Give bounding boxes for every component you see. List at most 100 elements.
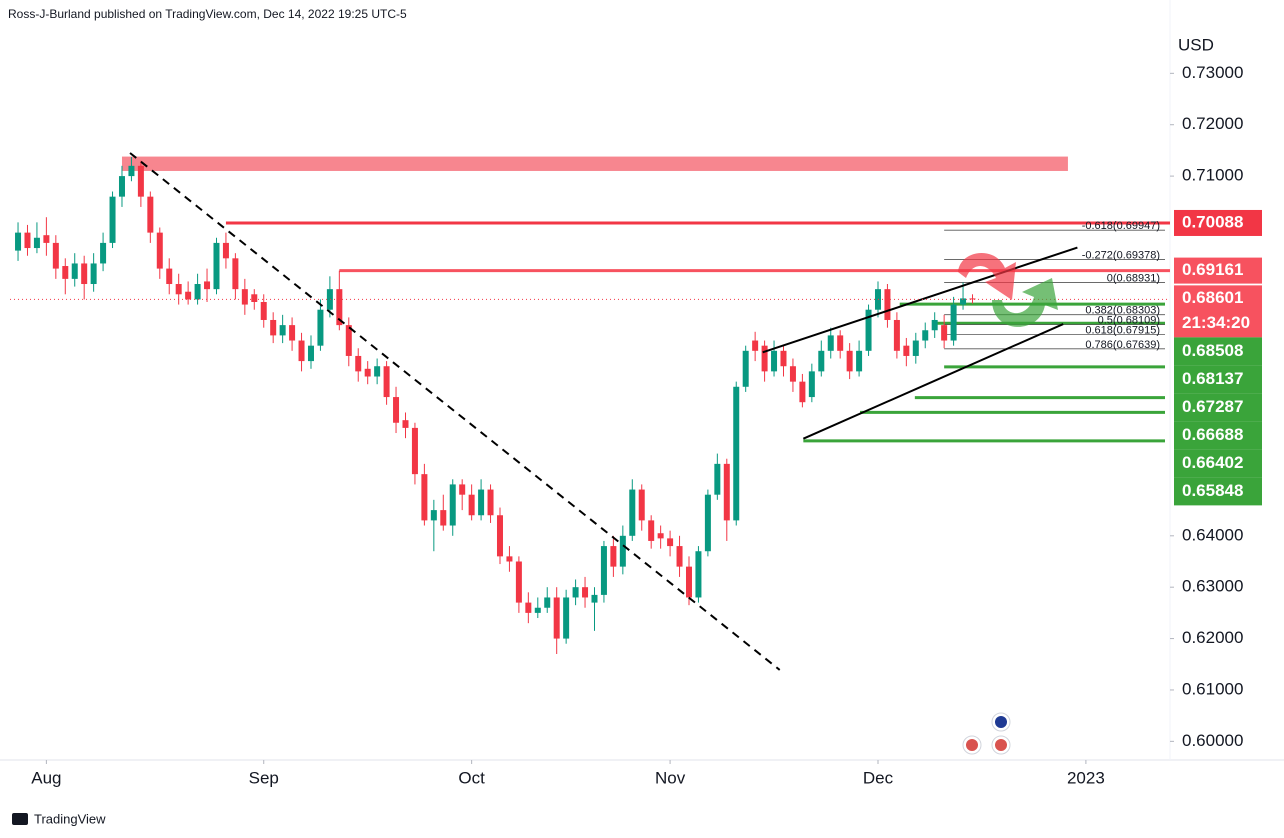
logo-icon xyxy=(12,813,28,825)
candle-body xyxy=(780,350,787,367)
trendline xyxy=(762,246,1078,354)
candle-body xyxy=(657,533,664,539)
y-tick-label: 0.72000 xyxy=(1182,114,1243,133)
last-price-label: 0.68601 xyxy=(1182,288,1243,307)
candle-body xyxy=(459,484,466,495)
support-price-label: 0.66402 xyxy=(1182,453,1243,472)
candle-body xyxy=(270,319,277,336)
candle-body xyxy=(563,597,570,639)
candle-body xyxy=(364,368,371,377)
candle-body xyxy=(742,350,749,387)
y-tick-label: 0.62000 xyxy=(1182,628,1243,647)
support-price-box xyxy=(1174,477,1262,506)
candle-body xyxy=(421,474,428,521)
x-tick-label: Oct xyxy=(458,768,485,787)
candle-body xyxy=(336,289,343,326)
candle-body xyxy=(733,386,740,521)
candle-body xyxy=(534,607,541,613)
candle-body xyxy=(553,597,560,639)
candle-body xyxy=(24,232,31,249)
candle-body xyxy=(789,366,796,382)
candle-body xyxy=(71,263,78,279)
candle-body xyxy=(326,289,333,310)
y-tick-label: 0.63000 xyxy=(1182,577,1243,596)
candle-body xyxy=(355,355,362,372)
y-tick-label: 0.64000 xyxy=(1182,525,1243,544)
candle-body xyxy=(572,587,579,598)
candle-body xyxy=(799,381,806,403)
support-price-label: 0.68137 xyxy=(1182,369,1243,388)
resistance-price-label: 0.69161 xyxy=(1182,260,1243,279)
candle-body xyxy=(241,289,248,305)
fib-label: -0.618(0.69947) xyxy=(1082,220,1160,232)
candle-body xyxy=(232,258,239,290)
currency-label: USD xyxy=(1178,35,1214,54)
footer-logo: TradingView xyxy=(12,811,106,826)
y-tick-label: 0.73000 xyxy=(1182,63,1243,82)
candle-body xyxy=(629,489,636,536)
trendline xyxy=(129,152,781,671)
candle-body xyxy=(109,196,116,243)
candle-body xyxy=(430,510,437,521)
candle-body xyxy=(912,340,919,356)
candle-body xyxy=(175,284,182,295)
event-flags xyxy=(962,712,1011,755)
trendline xyxy=(802,323,1064,440)
footer-text: TradingView xyxy=(34,811,106,826)
flag-us-inner xyxy=(995,739,1007,751)
candle-body xyxy=(714,463,721,495)
resistance-price-box xyxy=(1174,209,1262,236)
candle-body xyxy=(260,301,267,320)
x-tick-label: Aug xyxy=(31,768,61,787)
candle-body xyxy=(440,510,447,526)
countdown-label: 21:34:20 xyxy=(1182,313,1250,332)
candle-body xyxy=(761,345,768,372)
candle-body xyxy=(695,551,702,598)
support-price-box xyxy=(1174,449,1262,478)
candle-body xyxy=(487,489,494,516)
support-price-box xyxy=(1174,365,1262,394)
candle-body xyxy=(118,176,125,197)
candle-body xyxy=(298,340,305,362)
candle-body xyxy=(544,597,551,608)
candle-body xyxy=(449,484,456,526)
candle-body xyxy=(941,325,948,341)
candle-body xyxy=(15,232,22,251)
candle-body xyxy=(317,309,324,346)
candle-body xyxy=(922,330,929,341)
candle-body xyxy=(137,165,144,197)
candle-body xyxy=(383,366,390,398)
bullish-arrow xyxy=(992,278,1058,327)
candle-body xyxy=(289,325,296,341)
support-price-label: 0.66688 xyxy=(1182,425,1243,444)
candle-body xyxy=(837,335,844,351)
candle-body xyxy=(969,298,976,300)
resistance-price-label: 0.70088 xyxy=(1182,212,1243,231)
candle-body xyxy=(619,535,626,567)
bearish-arrow xyxy=(958,252,1016,300)
candle-body xyxy=(222,242,229,259)
candle-body xyxy=(638,489,645,521)
candle-body xyxy=(874,289,881,310)
candle-body xyxy=(808,371,815,398)
fib-label: 0(0.68931) xyxy=(1107,272,1160,284)
candle-body xyxy=(251,294,258,302)
candle-body xyxy=(52,242,59,269)
candle-body xyxy=(100,242,107,264)
x-tick-label: Sep xyxy=(249,768,279,787)
candle-body xyxy=(582,587,589,598)
candle-body xyxy=(893,319,900,351)
support-price-box xyxy=(1174,337,1262,366)
x-tick-label: Nov xyxy=(655,768,686,787)
candle-body xyxy=(884,289,891,320)
last-price-box xyxy=(1174,285,1262,338)
candle-body xyxy=(827,335,834,351)
candle-body xyxy=(856,350,863,372)
candle-body xyxy=(752,340,759,351)
candle-body xyxy=(515,561,522,603)
candle-body xyxy=(128,165,135,177)
flag-au-inner xyxy=(995,716,1007,728)
candle-body xyxy=(771,350,778,372)
candle-body xyxy=(147,196,154,233)
